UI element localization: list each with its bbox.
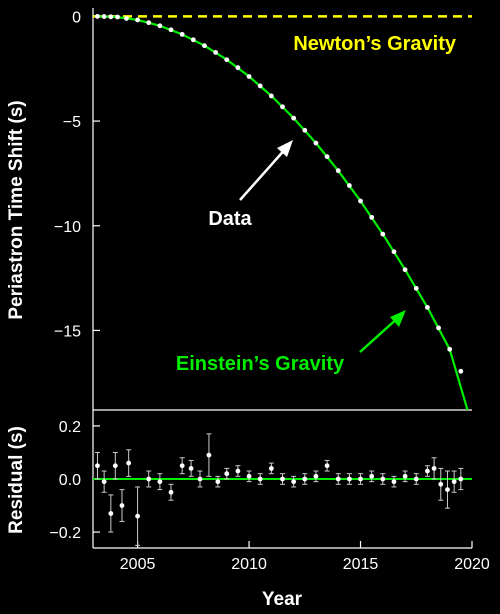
residual-y-tick-label: 0.0 [59,472,81,489]
data-point [135,17,140,23]
data-point [213,49,219,55]
residual-point [380,476,386,482]
residual-point [438,481,444,487]
data-point [268,93,274,99]
residual-point [112,463,118,469]
main-y-tick-label: −15 [54,323,81,340]
residual-point [268,465,274,471]
residual-point [126,460,132,466]
newton-label: Newton’s Gravity [293,33,457,55]
data-point [313,140,319,146]
data-point [358,198,363,204]
residual-point [335,476,341,482]
residual-point [391,479,397,485]
residual-point [425,468,430,474]
residual-point [291,479,297,485]
einstein-label: Einstein’s Gravity [176,353,345,375]
data-arrow-head [277,140,293,157]
data-point [168,27,174,33]
residual-point [324,463,330,469]
main-panel: 0 −5 −10 −15 Periastron Time Shift (s) Newt… [6,8,472,411]
x-tick-label: 2015 [343,556,379,573]
data-point [413,285,419,291]
data-point [179,31,185,37]
x-tick-label: 2005 [120,556,156,573]
data-point [335,168,341,174]
data-point [324,154,330,160]
residual-point [458,476,464,482]
data-point [391,249,397,255]
residual-point [235,468,241,474]
data-point [246,74,252,79]
residual-point [402,473,408,479]
data-point [235,65,241,71]
residual-y-axis-label: Residual (s) [6,426,27,534]
data-point [101,14,107,19]
residual-point [188,465,194,471]
residual-point [413,476,419,482]
residual-point [179,463,185,469]
residual-point [346,476,352,482]
data-point [280,104,285,110]
residual-point [451,479,457,485]
residual-point [358,476,363,482]
data-arrow-shaft [239,145,289,201]
x-axis-label: Year [262,589,303,610]
data-label: Data [208,208,252,230]
data-point [124,16,129,21]
data-point [425,305,430,310]
residual-point [146,476,152,482]
residual-point [157,479,163,485]
x-tick-label: 2010 [231,556,267,573]
residual-panel: 0.2 0.0 −0.2 2005 2010 2015 2020 Residual (s)… [6,410,490,610]
residual-point [257,476,263,482]
data-point [346,183,352,188]
residual-point [215,479,221,485]
data-point [257,83,263,89]
residual-point [95,463,100,469]
residual-point [119,503,125,508]
residual-y-tick-label: −0.2 [49,525,81,542]
data-point [202,43,207,49]
residual-point [224,471,230,477]
data-point [447,346,453,352]
data-point [224,57,230,63]
residual-y-tick-label: 0.2 [59,419,81,436]
data-point [402,267,408,273]
residual-point [168,489,174,495]
residual-point [369,473,375,479]
data-point [95,13,100,19]
residual-point [197,476,203,482]
data-point [115,14,120,20]
residual-point [206,452,212,458]
data-point [458,368,464,374]
data-point [436,325,441,331]
residual-point [135,513,140,519]
data-point [291,115,297,121]
residual-point [101,479,107,485]
residual-point [280,476,285,482]
data-point [146,20,152,26]
main-y-tick-label: −10 [54,219,81,236]
main-y-axis-label: Periastron Time Shift (s) [6,100,27,319]
data-point [369,214,375,220]
residual-point [246,473,252,479]
main-y-tick-label: −5 [63,114,81,131]
residual-point [302,476,308,482]
einstein-arrow-head [390,310,406,327]
residual-point [431,465,437,471]
main-y-tick-label: 0 [72,9,81,26]
data-point [157,23,163,29]
einstein-arrow-shaft [359,315,401,353]
x-tick-label: 2020 [454,556,490,573]
data-point [108,14,114,20]
residual-point [313,473,319,479]
data-point [190,37,196,43]
residual-point [108,511,114,516]
data-point [302,127,308,133]
residual-point [445,487,450,493]
data-point [380,231,386,237]
